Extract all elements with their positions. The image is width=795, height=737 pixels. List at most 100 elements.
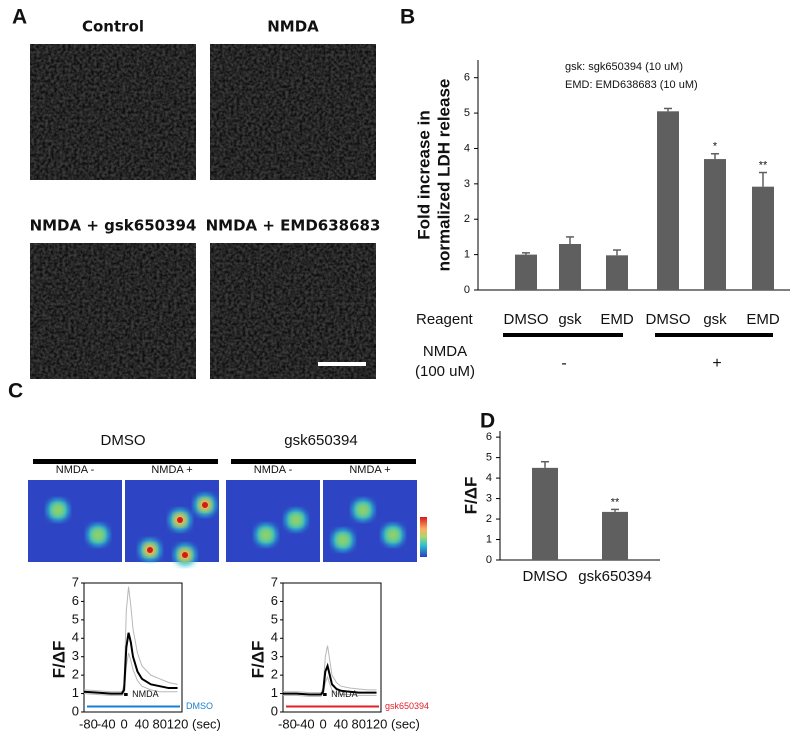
- y-tick-label: 3: [486, 492, 492, 504]
- group-label: NMDA: [423, 343, 467, 360]
- row-label: Reagent: [416, 311, 474, 328]
- bar: [704, 159, 726, 290]
- y-tick-label: 3: [72, 648, 79, 663]
- plot-frame: [282, 582, 382, 713]
- trace: [283, 645, 377, 694]
- y-tick-label: 4: [271, 630, 278, 645]
- note: gsk: sgk650394 (10 uM): [565, 61, 683, 73]
- heatmap-cell: [259, 528, 273, 542]
- group-label: (100 uM): [415, 363, 475, 380]
- y-tick-label: 1: [72, 685, 79, 700]
- heatmap-cell: [289, 513, 303, 527]
- trace: [283, 675, 377, 697]
- trace: [83, 586, 178, 693]
- y-axis-label: F/ΔF: [248, 641, 267, 679]
- condition-label: gsk650394: [385, 701, 429, 711]
- x-tick-label: 0: [319, 716, 326, 731]
- x-axis-label: (sec): [391, 716, 420, 731]
- y-tick-label: 0: [464, 284, 470, 296]
- y-tick-label: 2: [271, 667, 278, 682]
- bar: [752, 186, 774, 290]
- bar: [515, 254, 537, 290]
- group-value: -: [561, 355, 566, 372]
- y-tick-label: 0: [72, 703, 79, 718]
- y-tick-label: 5: [486, 452, 492, 464]
- x-tick-label: 80: [152, 716, 166, 731]
- y-tick-label: 2: [464, 213, 470, 225]
- y-axis-label: Fold increase in: [414, 110, 433, 239]
- micrograph-texture: [30, 44, 196, 180]
- y-tick-label: 0: [271, 703, 278, 718]
- image-label: NMDA -: [254, 464, 293, 476]
- y-axis-label: F/ΔF: [49, 641, 68, 679]
- y-axis-label: F/ΔF: [461, 477, 480, 515]
- y-tick-label: 6: [271, 593, 278, 608]
- image-label: Control: [82, 18, 144, 36]
- y-tick-label: 6: [464, 72, 470, 84]
- panel-letter: B: [400, 6, 415, 29]
- y-tick-label: 2: [72, 667, 79, 682]
- heatmap-cell: [147, 547, 153, 553]
- heatmap-cell: [336, 533, 350, 547]
- y-tick-label: 0: [486, 554, 492, 566]
- x-tick-label: DMSO: [504, 311, 549, 328]
- image-label: NMDA + gsk650394: [30, 217, 197, 235]
- image-label: NMDA +: [151, 464, 192, 476]
- x-tick-label: 120: [167, 716, 189, 731]
- x-tick-label: DMSO: [646, 311, 691, 328]
- y-tick-label: 4: [464, 142, 470, 154]
- panel-title: DMSO: [101, 432, 146, 449]
- image-label: NMDA: [267, 18, 319, 36]
- y-tick-label: 1: [464, 249, 470, 261]
- bar: [602, 511, 628, 560]
- condition-label: DMSO: [186, 701, 213, 711]
- stimulus-label: NMDA: [331, 689, 358, 699]
- bar: [606, 255, 628, 290]
- y-tick-label: 1: [271, 685, 278, 700]
- x-tick-label: -40: [97, 716, 116, 731]
- group-bar: [33, 459, 218, 464]
- heatmap: [323, 480, 417, 562]
- note: EMD: EMD638683 (10 uM): [565, 79, 698, 91]
- heatmap-cell: [182, 552, 188, 558]
- heatmap-cell: [51, 503, 65, 517]
- x-axis-label: (sec): [192, 716, 221, 731]
- group-value: +: [712, 355, 721, 372]
- x-tick-label: 40: [334, 716, 348, 731]
- y-tick-label: 4: [72, 630, 79, 645]
- y-tick-label: 7: [72, 574, 79, 589]
- heatmap-cell: [386, 528, 400, 542]
- y-tick-label: 7: [271, 574, 278, 589]
- x-tick-label: -80: [79, 716, 98, 731]
- micrograph-texture: [210, 243, 376, 379]
- y-tick-label: 5: [72, 611, 79, 626]
- trace: [83, 652, 178, 696]
- y-tick-label: 1: [486, 533, 492, 545]
- bar: [657, 111, 679, 290]
- x-tick-label: 80: [351, 716, 365, 731]
- heatmap-cell: [202, 502, 208, 508]
- panel-letter: D: [480, 410, 495, 433]
- image-label: NMDA -: [56, 464, 95, 476]
- x-tick-label: 120: [366, 716, 388, 731]
- bar: [532, 467, 558, 560]
- y-tick-label: 5: [271, 611, 278, 626]
- panel-letter: A: [12, 6, 27, 29]
- y-tick-label: 4: [486, 472, 492, 484]
- heatmap-cell: [91, 528, 105, 542]
- y-tick-label: 3: [464, 178, 470, 190]
- significance: *: [713, 141, 718, 153]
- x-tick-label: gsk: [558, 311, 582, 328]
- x-tick-label: EMD: [600, 311, 634, 328]
- x-tick-label: EMD: [746, 311, 780, 328]
- image-label: NMDA +: [349, 464, 390, 476]
- significance: **: [759, 159, 768, 171]
- x-tick-label: DMSO: [523, 568, 568, 585]
- image-label: NMDA + EMD638683: [206, 217, 381, 235]
- trace: [83, 632, 178, 695]
- x-tick-label: 40: [135, 716, 149, 731]
- y-axis-label: normalized LDH release: [434, 79, 453, 272]
- group-bar: [655, 333, 773, 337]
- y-tick-label: 6: [72, 593, 79, 608]
- colorbar: [420, 517, 427, 557]
